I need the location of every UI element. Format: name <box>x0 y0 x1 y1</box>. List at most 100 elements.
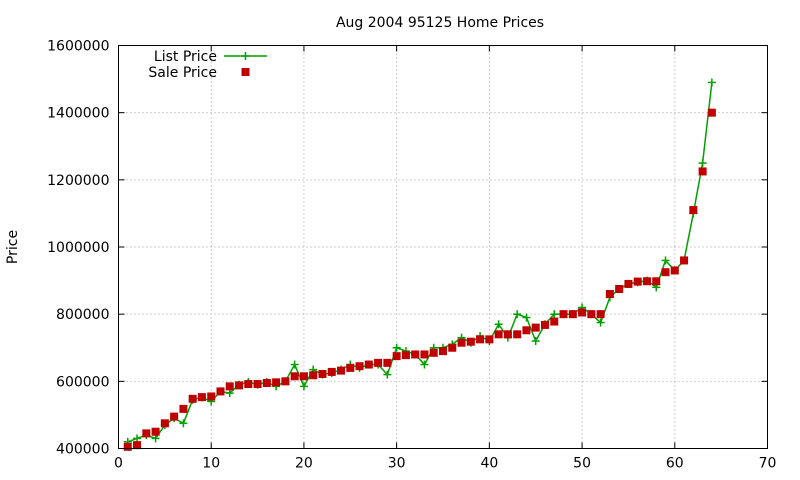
sale-price-point <box>364 360 373 369</box>
legend-label-list-price: List Price <box>154 49 217 65</box>
sale-price-point <box>531 323 540 332</box>
x-tick-label: 30 <box>388 456 406 472</box>
sale-price-point <box>513 330 522 339</box>
list-price-point <box>179 419 188 428</box>
sale-price-point <box>216 387 225 396</box>
legend: List Price Sale Price <box>148 49 267 81</box>
series-list-price <box>123 78 716 446</box>
list-price-point <box>383 370 392 379</box>
x-tick-label: 40 <box>480 456 498 472</box>
sale-price-point <box>188 394 197 403</box>
list-price-point <box>494 320 503 329</box>
y-tick-label: 1200000 <box>47 173 109 189</box>
x-tick-label: 50 <box>573 456 591 472</box>
y-axis-label: Price <box>5 230 21 264</box>
sale-price-point <box>587 310 596 319</box>
y-tick-label: 800000 <box>56 307 109 323</box>
sale-price-point <box>429 348 438 357</box>
sale-price-point <box>123 442 132 451</box>
sale-price-point <box>540 320 549 329</box>
sale-price-point <box>244 380 253 389</box>
sale-price-point <box>309 371 318 380</box>
sale-price-point <box>578 308 587 317</box>
sale-price-point <box>225 382 234 391</box>
y-tick-label: 600000 <box>56 374 109 390</box>
data-series <box>123 78 716 451</box>
sale-price-point <box>272 378 281 387</box>
chart-title: Aug 2004 95125 Home Prices <box>336 15 544 31</box>
plot-frame <box>118 45 768 449</box>
sale-price-point <box>550 317 559 326</box>
sale-price-point <box>624 279 633 288</box>
sale-price-point <box>170 412 179 421</box>
sale-price-point <box>485 335 494 344</box>
list-price-point <box>133 434 142 443</box>
sale-price-point <box>401 351 410 360</box>
sale-price-point <box>160 419 169 428</box>
sale-price-point <box>411 350 420 359</box>
list-price-point <box>299 382 308 391</box>
x-tick-label: 0 <box>114 456 123 472</box>
y-tick-label: 400000 <box>56 442 109 458</box>
list-price-point <box>707 78 716 87</box>
sale-price-point <box>596 310 605 319</box>
sale-price-point <box>318 369 327 378</box>
legend-list-price-marker <box>241 52 250 60</box>
list-price-point <box>531 337 540 346</box>
x-tick-label: 20 <box>295 456 313 472</box>
list-price-point <box>225 389 234 398</box>
sale-price-point <box>476 335 485 344</box>
sale-price-point <box>652 277 661 286</box>
legend-sample-list-price <box>224 52 267 60</box>
y-tick-label: 1400000 <box>47 106 109 122</box>
list-price-point <box>513 310 522 319</box>
sale-price-point <box>559 310 568 319</box>
sale-price-point <box>383 358 392 367</box>
sale-price-point <box>689 206 698 215</box>
sale-price-point <box>253 380 262 389</box>
x-tick-label: 70 <box>759 456 777 472</box>
sale-price-point <box>337 366 346 375</box>
list-price-point <box>420 360 429 369</box>
x-tick-label: 60 <box>666 456 684 472</box>
list-price-point <box>698 159 707 168</box>
sale-price-point <box>392 352 401 361</box>
sale-price-point <box>439 347 447 356</box>
sale-price-point <box>615 284 624 293</box>
sale-price-point <box>133 441 142 450</box>
list-price-point <box>661 256 670 265</box>
sale-price-point <box>179 404 188 413</box>
sale-price-point <box>680 256 689 265</box>
sale-price-point <box>290 372 299 381</box>
sale-price-point <box>262 379 271 388</box>
list-price-point <box>290 360 299 369</box>
sale-price-point <box>207 392 216 401</box>
x-tick-label: 10 <box>202 456 220 472</box>
sale-price-point <box>494 330 503 339</box>
series-sale-price <box>123 108 716 451</box>
sale-price-point <box>503 330 512 339</box>
list-price-point <box>392 343 401 352</box>
sale-price-point <box>197 393 206 402</box>
list-price-point <box>550 310 559 319</box>
sale-price-point <box>661 268 670 277</box>
grid-lines <box>118 45 768 449</box>
list-price-point <box>151 434 160 443</box>
sale-price-point <box>466 337 475 346</box>
sale-price-point <box>522 326 531 335</box>
sale-price-point <box>142 429 151 438</box>
sale-price-point <box>698 167 707 176</box>
sale-price-point <box>642 277 651 286</box>
sale-price-point <box>151 427 160 436</box>
sale-price-point <box>346 363 355 372</box>
list-price-point <box>596 318 605 327</box>
axis-ticks: 0 10 20 30 40 50 60 70 400000 600000 800000 1000000… <box>47 39 776 472</box>
sale-price-point <box>448 343 457 352</box>
legend-sale-price-marker <box>241 68 250 76</box>
sale-price-point <box>355 362 364 371</box>
legend-label-sale-price: Sale Price <box>148 65 217 81</box>
sale-price-point <box>707 108 716 117</box>
legend-sample-sale-price <box>241 68 250 76</box>
sale-price-point <box>605 290 614 299</box>
